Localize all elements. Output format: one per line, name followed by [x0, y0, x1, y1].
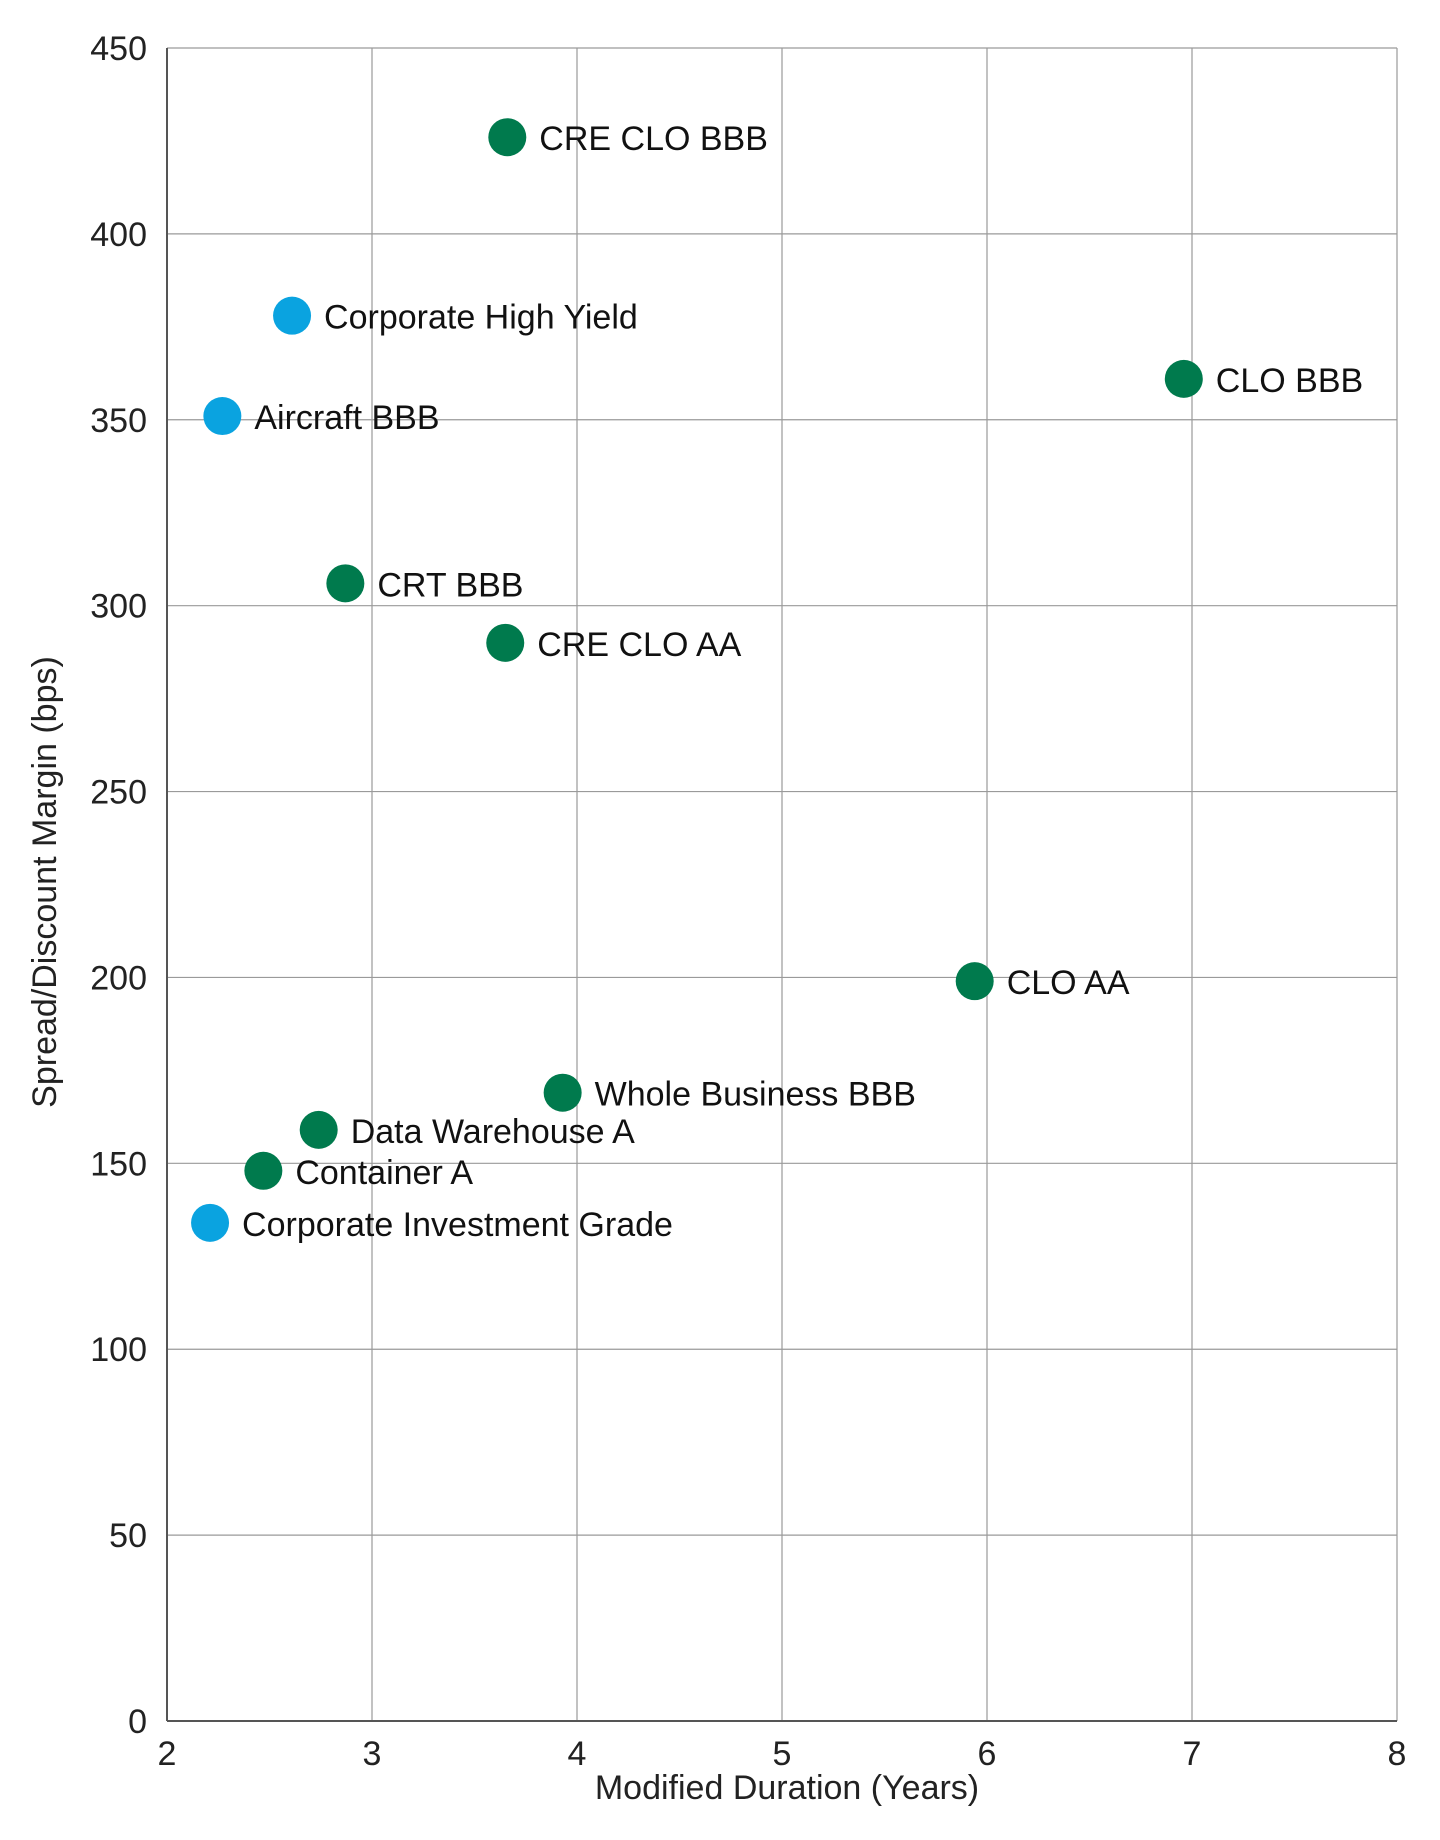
data-point: [955, 962, 994, 1001]
axes: [166, 48, 1397, 1722]
x-tick-label: 3: [363, 1735, 382, 1773]
x-tick-label: 8: [1388, 1735, 1407, 1773]
data-points: [191, 118, 1203, 1242]
data-point: [1164, 359, 1203, 398]
y-tick-label: 350: [90, 402, 147, 440]
y-tick-label: 450: [90, 30, 147, 68]
y-tick-label: 100: [90, 1331, 147, 1369]
x-tick-label: 4: [568, 1735, 587, 1773]
data-point: [203, 397, 242, 436]
data-label: Aircraft BBB: [254, 399, 439, 437]
data-point: [326, 564, 365, 603]
data-point: [486, 623, 525, 662]
y-tick-label: 300: [90, 588, 147, 626]
x-tick-label: 6: [978, 1735, 997, 1773]
y-tick-label: 400: [90, 216, 147, 254]
y-tick-label: 200: [90, 959, 147, 997]
y-tick-label: 250: [90, 774, 147, 812]
y-tick-label: 0: [128, 1703, 147, 1741]
data-label: Whole Business BBB: [595, 1076, 916, 1114]
data-label: CRE CLO AA: [537, 626, 741, 664]
data-point: [488, 118, 527, 157]
data-label: CLO AA: [1007, 964, 1130, 1002]
data-label: CRT BBB: [377, 566, 523, 604]
data-point: [191, 1203, 230, 1242]
x-axis-title: Modified Duration (Years): [595, 1769, 979, 1807]
data-point: [543, 1073, 582, 1112]
x-tick-label: 7: [1183, 1735, 1202, 1773]
data-label: Data Warehouse A: [351, 1113, 635, 1151]
y-tick-label: 50: [109, 1517, 147, 1555]
data-label: Container A: [295, 1154, 473, 1192]
x-tick-label: 5: [773, 1735, 792, 1773]
y-tick-label: 150: [90, 1145, 147, 1183]
x-tick-label: 2: [158, 1735, 177, 1773]
data-labels: CRE CLO BBB Corporate High Yield CLO BBB Ai…: [242, 120, 1363, 1244]
y-axis-title: Spread/Discount Margin (bps): [26, 656, 64, 1108]
data-label: CRE CLO BBB: [539, 120, 768, 158]
data-label: CLO BBB: [1216, 362, 1363, 400]
data-label: Corporate Investment Grade: [242, 1206, 673, 1244]
tick-labels: 0 50 100 150 200 250 300 350 400 450 2 3 4 5 6 7 8: [90, 30, 1406, 1773]
data-point: [244, 1151, 283, 1190]
data-point: [273, 296, 312, 335]
data-label: Corporate High Yield: [324, 299, 638, 337]
data-point: [299, 1110, 338, 1149]
